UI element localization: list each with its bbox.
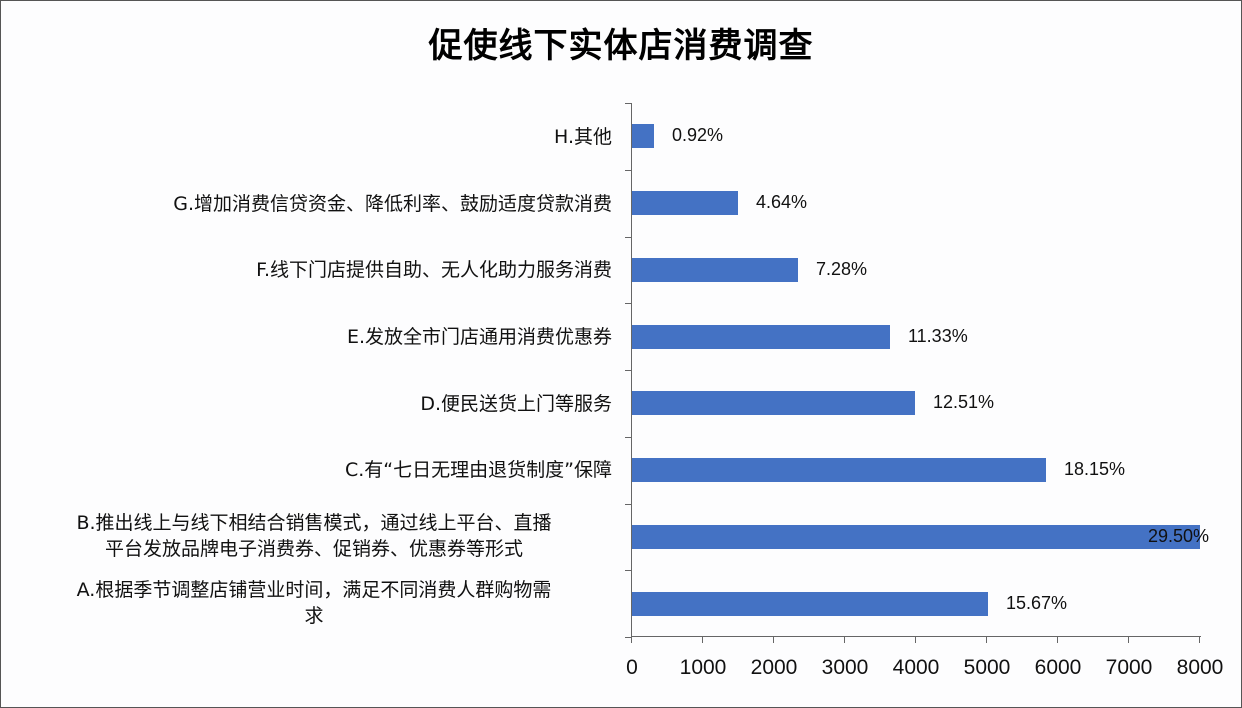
y-axis-tick (625, 437, 632, 438)
category-label-b: B.推出线上与线下相结合销售模式，通过线上平台、直播 平台发放品牌电子消费券、促… (14, 510, 614, 562)
bar-value-label: 7.28% (816, 259, 868, 279)
category-label-c: C.有“七日无理由退货制度”保障 (345, 459, 612, 481)
y-axis-tick (625, 303, 632, 304)
x-axis-tick-label: 3000 (821, 656, 869, 679)
bar (632, 325, 890, 349)
x-axis-tick-label: 8000 (1176, 656, 1224, 679)
bar-value-label: 0.92% (672, 125, 724, 145)
bar (632, 124, 654, 148)
x-axis-tick-label: 5000 (963, 656, 1011, 679)
category-label-b-line1: B.推出线上与线下相结合销售模式，通过线上平台、直播 (76, 512, 552, 534)
x-axis-tick (773, 636, 774, 643)
x-axis-tick-label: 0 (626, 656, 638, 679)
category-label-h: H.其他 (554, 126, 612, 148)
bar-value-label: 18.15% (1064, 459, 1126, 479)
x-axis-tick (844, 636, 845, 643)
x-axis-tick-label: 4000 (892, 656, 940, 679)
x-axis-tick (1128, 636, 1129, 643)
bar-value-label: 29.50% (1148, 526, 1210, 546)
y-axis-tick (625, 237, 632, 238)
category-label-f: F.线下门店提供自助、无人化助力服务消费 (256, 259, 612, 281)
x-axis-tick (1199, 636, 1200, 643)
bar (632, 258, 798, 282)
y-axis-tick (625, 170, 632, 171)
y-axis-tick (625, 103, 632, 104)
x-axis-tick (986, 636, 987, 643)
x-axis-tick (915, 636, 916, 643)
x-axis-tick-label: 7000 (1105, 656, 1153, 679)
bar-value-label: 12.51% (933, 392, 995, 412)
bar (632, 525, 1200, 549)
x-axis-tick-label: 1000 (679, 656, 727, 679)
category-label-e: E.发放全市门店通用消费优惠券 (346, 326, 612, 348)
y-axis-tick (625, 637, 632, 638)
bar-value-label: 4.64% (756, 192, 808, 212)
x-axis-tick (702, 636, 703, 643)
y-axis-tick (625, 570, 632, 571)
category-label-d: D.便民送货上门等服务 (420, 393, 612, 415)
y-axis-tick (625, 370, 632, 371)
x-axis-tick-label: 6000 (1034, 656, 1082, 679)
bar (632, 191, 738, 215)
x-axis-tick (1057, 636, 1058, 643)
bar-value-label: 15.67% (1006, 593, 1068, 613)
bar (632, 592, 988, 616)
x-axis-tick (631, 636, 632, 643)
category-label-a-line1: A.根据季节调整店铺营业时间，满足不同消费人群购物需 (76, 579, 552, 601)
chart-title: 促使线下实体店消费调查 (428, 26, 814, 66)
y-axis-tick (625, 504, 632, 505)
category-label-b-line2: 平台发放品牌电子消费券、促销券、优惠券等形式 (104, 538, 523, 560)
category-label-g: G.增加消费信贷资金、降低利率、鼓励适度贷款消费 (173, 193, 612, 215)
x-axis (631, 636, 1201, 637)
bar-value-label: 11.33% (908, 326, 968, 346)
bar (632, 391, 915, 415)
bar (632, 458, 1046, 482)
category-label-a: A.根据季节调整店铺营业时间，满足不同消费人群购物需 求 (14, 577, 614, 629)
category-label-a-line2: 求 (304, 605, 324, 627)
x-axis-tick-label: 2000 (750, 656, 798, 679)
